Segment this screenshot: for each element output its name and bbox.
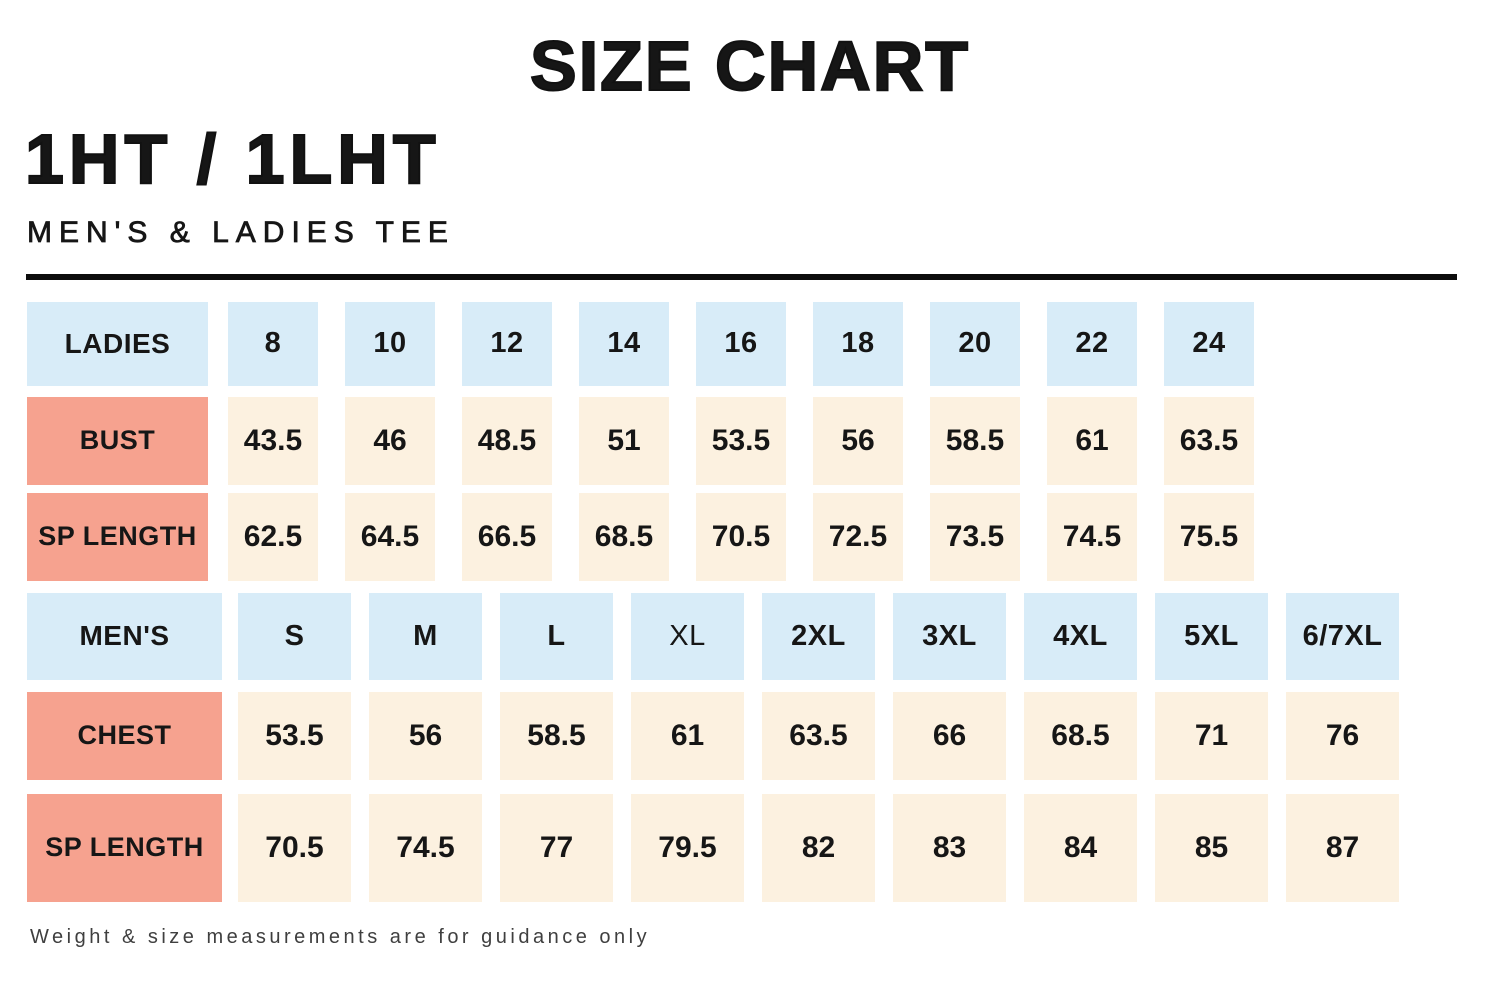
ladies-sp-length-value: 70.5 — [696, 492, 786, 581]
mens-chest-value: 63.5 — [762, 691, 875, 780]
mens-size-cell: 2XL — [762, 592, 875, 680]
mens-sp-length-value: 87 — [1286, 793, 1399, 902]
ladies-table-label: LADIES — [27, 301, 208, 386]
mens-size-cell: S — [238, 592, 351, 680]
mens-size-cell: 3XL — [893, 592, 1006, 680]
ladies-sp-length-value: 64.5 — [345, 492, 435, 581]
ladies-size-cell: 12 — [462, 301, 552, 386]
mens-size-cell: 4XL — [1024, 592, 1137, 680]
mens-chest-value: 61 — [631, 691, 744, 780]
mens-size-header-row: MEN'S S M L XL 2XL 3XL 4XL 5XL 6/7XL — [27, 592, 1500, 680]
mens-table-label: MEN'S — [27, 592, 222, 680]
mens-chest-value: 76 — [1286, 691, 1399, 780]
ladies-bust-value: 63.5 — [1164, 396, 1254, 485]
ladies-bust-value: 46 — [345, 396, 435, 485]
mens-sp-length-label: SP LENGTH — [27, 793, 222, 902]
mens-chest-value: 66 — [893, 691, 1006, 780]
ladies-size-header-row: LADIES 8 10 12 14 16 18 20 22 24 — [27, 301, 1500, 386]
divider — [26, 273, 1457, 280]
ladies-bust-value: 58.5 — [930, 396, 1020, 485]
mens-sp-length-value: 83 — [893, 793, 1006, 902]
mens-chest-label: CHEST — [27, 691, 222, 780]
mens-sp-length-value: 70.5 — [238, 793, 351, 902]
mens-chest-value: 56 — [369, 691, 482, 780]
ladies-size-cell: 8 — [228, 301, 318, 386]
ladies-sp-length-value: 68.5 — [579, 492, 669, 581]
mens-sp-length-row: SP LENGTH 70.5 74.5 77 79.5 82 83 84 85 … — [27, 793, 1500, 902]
ladies-size-cell: 16 — [696, 301, 786, 386]
ladies-bust-label: BUST — [27, 396, 208, 485]
mens-sp-length-value: 85 — [1155, 793, 1268, 902]
mens-sp-length-value: 84 — [1024, 793, 1137, 902]
ladies-size-table: LADIES 8 10 12 14 16 18 20 22 24 BUST 43… — [27, 301, 1500, 581]
ladies-size-cell: 20 — [930, 301, 1020, 386]
mens-chest-value: 71 — [1155, 691, 1268, 780]
mens-sp-length-value: 79.5 — [631, 793, 744, 902]
product-code: 1HT / 1LHT — [24, 119, 441, 198]
mens-chest-value: 58.5 — [500, 691, 613, 780]
mens-sp-length-value: 82 — [762, 793, 875, 902]
ladies-size-cell: 22 — [1047, 301, 1137, 386]
mens-chest-value: 53.5 — [238, 691, 351, 780]
ladies-sp-length-row: SP LENGTH 62.5 64.5 66.5 68.5 70.5 72.5 … — [27, 492, 1500, 581]
mens-sp-length-value: 77 — [500, 793, 613, 902]
ladies-sp-length-value: 75.5 — [1164, 492, 1254, 581]
mens-size-cell: 6/7XL — [1286, 592, 1399, 680]
ladies-bust-value: 48.5 — [462, 396, 552, 485]
mens-size-cell: 5XL — [1155, 592, 1268, 680]
ladies-sp-length-value: 72.5 — [813, 492, 903, 581]
ladies-bust-row: BUST 43.5 46 48.5 51 53.5 56 58.5 61 63.… — [27, 396, 1500, 485]
mens-size-cell: L — [500, 592, 613, 680]
ladies-sp-length-value: 62.5 — [228, 492, 318, 581]
ladies-bust-value: 43.5 — [228, 396, 318, 485]
ladies-size-cell: 14 — [579, 301, 669, 386]
ladies-sp-length-label: SP LENGTH — [27, 492, 208, 581]
ladies-bust-value: 56 — [813, 396, 903, 485]
ladies-sp-length-value: 66.5 — [462, 492, 552, 581]
mens-chest-value: 68.5 — [1024, 691, 1137, 780]
mens-size-cell: XL — [631, 592, 744, 680]
product-subtitle: MEN'S & LADIES TEE — [27, 215, 455, 249]
page-title: SIZE CHART — [529, 27, 970, 105]
ladies-size-cell: 24 — [1164, 301, 1254, 386]
mens-sp-length-value: 74.5 — [369, 793, 482, 902]
ladies-bust-value: 53.5 — [696, 396, 786, 485]
mens-size-cell: M — [369, 592, 482, 680]
ladies-size-cell: 10 — [345, 301, 435, 386]
ladies-size-cell: 18 — [813, 301, 903, 386]
mens-size-table: MEN'S S M L XL 2XL 3XL 4XL 5XL 6/7XL CHE… — [27, 592, 1500, 902]
ladies-bust-value: 61 — [1047, 396, 1137, 485]
mens-chest-row: CHEST 53.5 56 58.5 61 63.5 66 68.5 71 76 — [27, 691, 1500, 780]
ladies-bust-value: 51 — [579, 396, 669, 485]
guidance-note: Weight & size measurements are for guida… — [30, 925, 651, 948]
ladies-sp-length-value: 73.5 — [930, 492, 1020, 581]
ladies-sp-length-value: 74.5 — [1047, 492, 1137, 581]
